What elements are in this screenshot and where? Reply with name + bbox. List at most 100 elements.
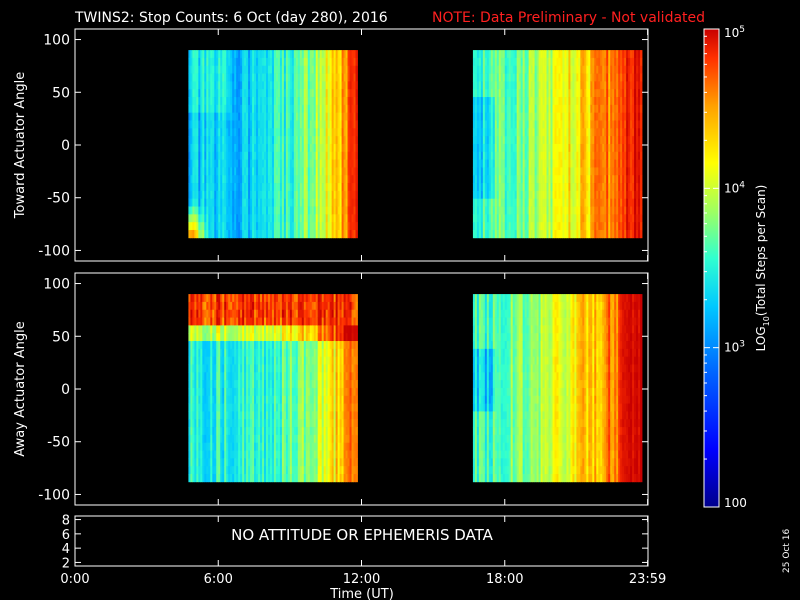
heatmap-cell: [212, 65, 215, 74]
heatmap-cell: [570, 73, 573, 82]
heatmap-cell: [307, 112, 311, 121]
heatmap-cell: [636, 229, 639, 239]
heatmap-cell: [210, 214, 213, 223]
heatmap-cell: [206, 348, 209, 358]
heatmap-cell: [546, 214, 549, 223]
heatmap-cell: [331, 97, 335, 106]
heatmap-cell: [548, 73, 551, 82]
heatmap-cell: [528, 222, 532, 231]
heatmap-cell: [281, 73, 285, 82]
heatmap-cell: [598, 175, 601, 184]
heatmap-cell: [230, 206, 233, 215]
heatmap-cell: [204, 387, 207, 397]
heatmap-cell: [271, 104, 275, 114]
heatmap-cell: [478, 128, 482, 137]
heatmap-cell: [240, 294, 243, 303]
heatmap-cell: [273, 175, 277, 184]
heatmap-cell: [564, 222, 567, 231]
heatmap-cell: [612, 136, 615, 145]
heatmap-cell: [598, 73, 601, 82]
heatmap-cell: [234, 167, 237, 176]
heatmap-cell: [240, 97, 243, 106]
heatmap-cell: [190, 89, 193, 98]
heatmap-cell: [301, 167, 305, 176]
heatmap-cell: [534, 89, 537, 98]
heatmap-cell: [534, 183, 537, 192]
heatmap-cell: [246, 97, 249, 106]
heatmap-cell: [498, 112, 502, 121]
heatmap-cell: [566, 206, 569, 215]
heatmap-cell: [252, 473, 255, 483]
heatmap-cell: [534, 128, 537, 137]
heatmap-cell: [347, 206, 350, 215]
heatmap-cell: [624, 136, 627, 145]
heatmap-cell: [502, 190, 506, 200]
heatmap-cell: [242, 442, 245, 451]
heatmap-cell: [293, 167, 297, 176]
heatmap-cell: [208, 364, 211, 373]
heatmap-cell: [594, 143, 597, 153]
heatmap-cell: [640, 190, 643, 200]
heatmap-cell: [544, 159, 547, 168]
heatmap-cell: [252, 450, 255, 459]
heatmap-cell: [311, 81, 315, 90]
heatmap-cell: [252, 364, 255, 373]
heatmap-cell: [240, 73, 243, 82]
heatmap-cell: [494, 57, 498, 67]
heatmap-cell: [586, 81, 589, 90]
heatmap-cell: [224, 183, 227, 192]
heatmap-cell: [240, 356, 243, 365]
heatmap-cell: [600, 104, 603, 114]
heatmap-cell: [514, 222, 518, 231]
heatmap-cell: [230, 57, 233, 67]
heatmap-cell: [349, 175, 352, 184]
heatmap-cell: [622, 229, 625, 239]
heatmap-cell: [331, 89, 335, 98]
heatmap-cell: [214, 222, 217, 231]
heatmap-cell: [226, 403, 229, 412]
heatmap-cell: [295, 143, 299, 153]
heatmap-cell: [542, 104, 545, 114]
heatmap-cell: [504, 175, 508, 184]
heatmap-cell: [226, 387, 229, 397]
heatmap-cell: [498, 143, 502, 153]
heatmap-cell: [562, 112, 565, 121]
heatmap-cell: [536, 120, 539, 129]
heatmap-cell: [277, 159, 281, 168]
heatmap-cell: [576, 159, 579, 168]
heatmap-cell: [490, 167, 494, 176]
heatmap-cell: [232, 81, 235, 90]
heatmap-cell: [236, 309, 239, 318]
heatmap-cell: [246, 50, 249, 59]
heatmap-cell: [530, 206, 533, 215]
heatmap-cell: [246, 356, 249, 365]
heatmap-cell: [548, 222, 551, 231]
heatmap-cell: [285, 136, 289, 145]
heatmap-cell: [202, 427, 205, 436]
heatmap-cell: [337, 175, 341, 184]
heatmap-cell: [238, 143, 241, 153]
heatmap-cell: [576, 65, 579, 74]
heatmap-cell: [200, 341, 203, 350]
heatmap-cell: [622, 198, 625, 207]
heatmap-cell: [594, 190, 597, 200]
heatmap-cell: [638, 229, 641, 239]
heatmap-cell: [242, 403, 245, 412]
heatmap-cell: [188, 309, 191, 318]
heatmap-cell: [279, 65, 283, 74]
heatmap-cell: [212, 341, 215, 350]
heatmap-cell: [254, 65, 257, 74]
heatmap-cell: [620, 57, 623, 67]
heatmap-cell: [192, 65, 195, 74]
heatmap-cell: [279, 73, 283, 82]
heatmap-cell: [472, 214, 476, 223]
heatmap-cell: [538, 159, 541, 168]
heatmap-cell: [208, 387, 211, 397]
heatmap-cell: [234, 333, 237, 342]
heatmap-cell: [596, 65, 599, 74]
heatmap-cell: [345, 57, 348, 67]
heatmap-cell: [309, 128, 313, 137]
heatmap-cell: [188, 380, 191, 389]
heatmap-cell: [277, 104, 281, 114]
heatmap-cell: [281, 143, 285, 153]
